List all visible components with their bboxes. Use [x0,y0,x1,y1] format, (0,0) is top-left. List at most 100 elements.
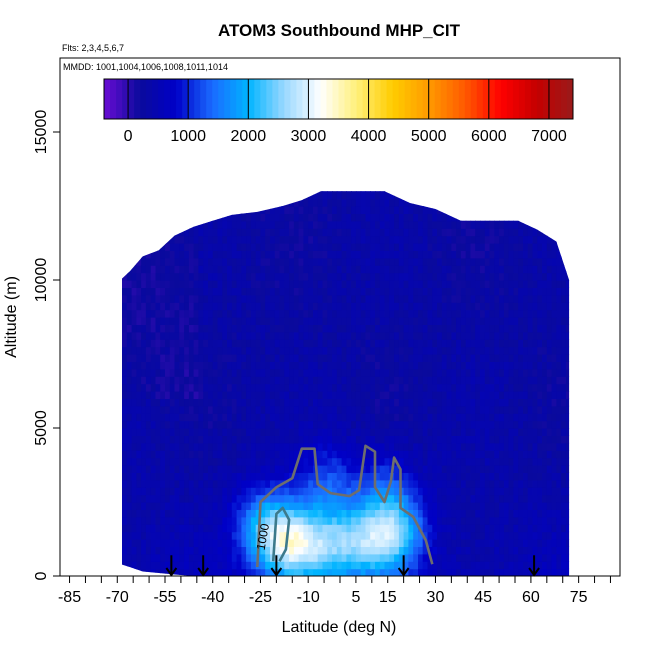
field-cell [489,294,495,303]
field-cell [150,265,157,274]
field-cell [193,257,199,266]
field-cell [336,361,343,370]
field-cell [370,354,376,362]
field-cell [246,339,252,348]
field-cell [265,250,271,259]
field-cell [561,302,567,311]
field-cell [126,324,133,333]
field-cell [518,398,524,407]
field-cell [456,398,462,407]
field-cell [499,546,505,555]
field-cell [203,413,209,422]
field-cell [193,243,199,251]
field-cell [565,368,570,377]
field-cell [246,531,252,540]
field-cell [222,361,228,370]
field-cell [289,494,295,503]
field-cell [260,546,266,555]
field-cell [484,361,491,370]
field-cell [398,376,405,385]
field-cell [274,405,281,414]
field-cell [193,413,199,422]
field-cell [389,509,395,518]
field-cell [527,294,534,303]
field-cell [279,568,285,576]
field-cell [351,479,357,488]
field-cell [155,361,161,370]
field-cell [274,502,281,510]
field-cell [379,309,386,318]
field-cell [418,457,424,466]
field-cell [565,198,570,207]
field-cell [394,539,400,547]
field-cell [565,206,570,214]
field-cell [418,479,424,488]
field-cell [499,435,505,444]
field-cell [122,324,128,333]
field-cell [298,391,304,399]
field-cell [413,405,419,414]
field-cell [141,331,147,340]
field-cell [217,228,223,237]
field-cell [542,472,548,481]
field-cell [327,457,333,466]
field-cell [241,243,247,251]
field-cell [542,235,548,244]
field-cell [432,539,438,547]
field-cell [480,428,486,436]
field-cell [494,280,500,288]
field-cell [184,516,190,525]
field-cell [375,516,381,525]
field-cell [542,257,548,266]
field-cell [470,561,476,570]
field-cell [303,524,309,533]
field-cell [270,368,276,377]
field-cell [365,287,371,296]
field-cell [527,272,534,281]
field-cell [403,383,409,392]
field-cell [470,457,476,466]
field-cell [389,280,395,288]
field-cell [437,368,443,377]
field-cell [413,450,419,459]
field-cell [499,228,505,237]
field-cell [475,524,481,533]
field-cell [203,220,209,229]
field-cell [208,354,214,362]
field-cell [155,206,161,214]
field-cell [241,568,247,576]
field-cell [427,383,433,392]
field-cell [403,516,409,525]
field-cell [222,465,228,473]
field-cell [193,220,199,229]
field-cell [460,391,467,399]
field-cell [379,405,386,414]
field-cell [389,368,395,377]
field-cell [470,317,476,325]
field-cell [327,435,333,444]
field-cell [217,272,223,281]
field-cell [565,235,570,244]
field-cell [203,546,209,555]
field-cell [169,331,176,340]
field-cell [465,339,472,348]
field-cell [289,228,295,237]
field-cell [303,354,309,362]
field-cell [480,368,486,377]
field-cell [389,235,395,244]
field-cell [418,391,424,399]
field-cell [136,516,142,525]
field-cell [165,294,171,303]
field-cell [422,561,429,570]
field-cell [174,213,180,222]
field-cell [565,331,570,340]
field-cell [532,546,538,555]
field-cell [165,398,171,407]
field-cell [327,546,333,555]
field-cell [556,294,562,303]
field-cell [260,317,266,325]
field-cell [141,539,147,547]
field-cell [460,524,467,533]
field-cell [355,294,362,303]
field-cell [460,361,467,370]
